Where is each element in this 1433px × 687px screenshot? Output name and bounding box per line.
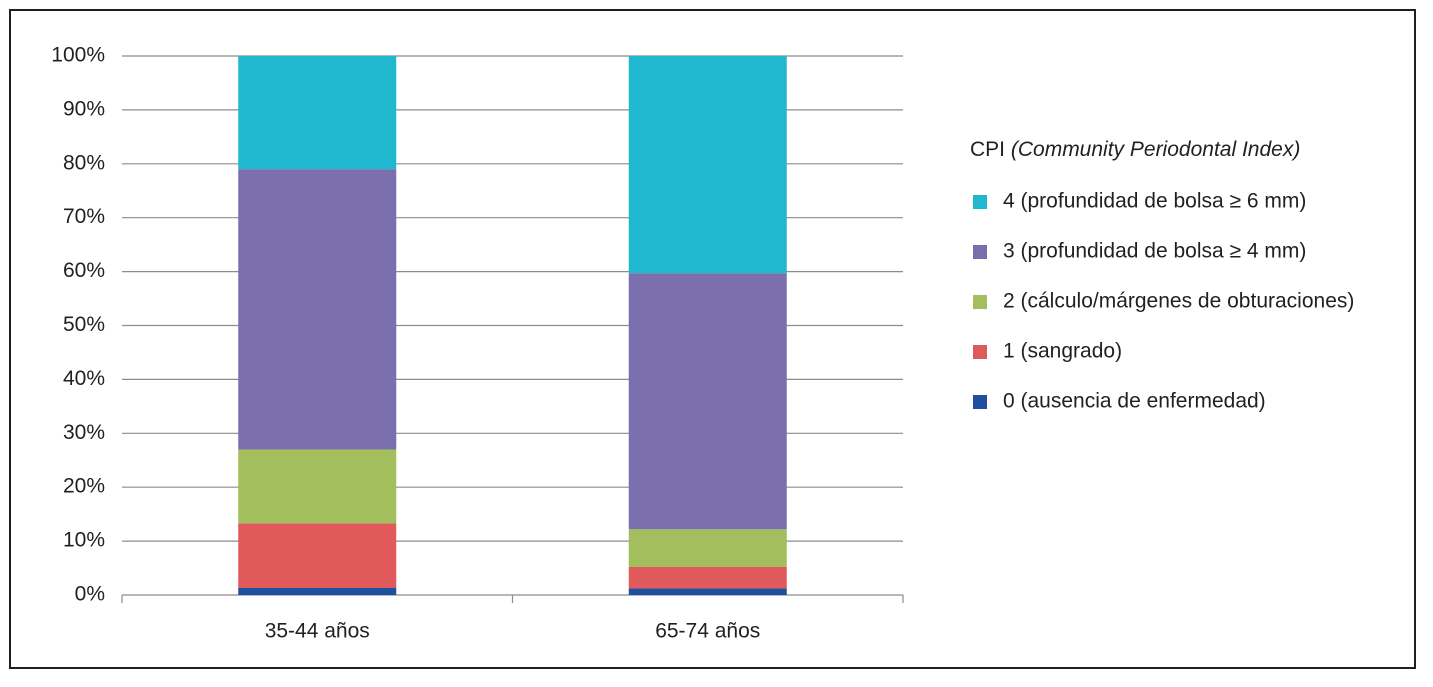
y-tick-label: 40%: [63, 367, 105, 390]
bar-segment: [238, 169, 397, 450]
bar-segment: [628, 273, 787, 530]
y-tick-label: 50%: [63, 313, 105, 336]
bar-segment: [238, 523, 397, 588]
x-tick-label: 65-74 años: [655, 620, 760, 643]
y-tick-label: 70%: [63, 205, 105, 228]
legend-title-text: CPI: [970, 138, 1005, 161]
y-tick-label: 90%: [63, 97, 105, 120]
legend-swatch: [973, 195, 987, 209]
x-tick-label: 35-44 años: [265, 620, 370, 643]
legend-label: 3 (profundidad de bolsa ≥ 4 mm): [1003, 240, 1306, 263]
bar-segment: [238, 449, 397, 524]
bar-segment: [628, 529, 787, 567]
bar-segment: [238, 587, 397, 595]
bar-segment: [628, 56, 787, 274]
legend-swatch: [973, 345, 987, 359]
y-tick-label: 60%: [63, 259, 105, 282]
y-tick-label: 20%: [63, 475, 105, 498]
y-tick-label: 0%: [75, 583, 105, 606]
legend-label: 0 (ausencia de enfermedad): [1003, 390, 1266, 413]
legend-swatch: [973, 395, 987, 409]
legend-label: 2 (cálculo/márgenes de obturaciones): [1003, 290, 1354, 313]
y-tick-label: 100%: [51, 44, 105, 67]
bar-segment: [628, 588, 787, 595]
frame: [9, 9, 1416, 669]
legend-swatch: [973, 295, 987, 309]
y-tick-label: 80%: [63, 151, 105, 174]
legend-title: CPI (Community Periodontal Index): [970, 138, 1300, 161]
legend-title-italic: (Community Periodontal Index): [1011, 138, 1300, 161]
bar-segment: [628, 566, 787, 589]
legend-label: 4 (profundidad de bolsa ≥ 6 mm): [1003, 190, 1306, 213]
y-tick-label: 10%: [63, 529, 105, 552]
legend-swatch: [973, 245, 987, 259]
bar-segment: [238, 56, 397, 170]
legend-label: 1 (sangrado): [1003, 340, 1122, 363]
y-tick-label: 30%: [63, 421, 105, 444]
